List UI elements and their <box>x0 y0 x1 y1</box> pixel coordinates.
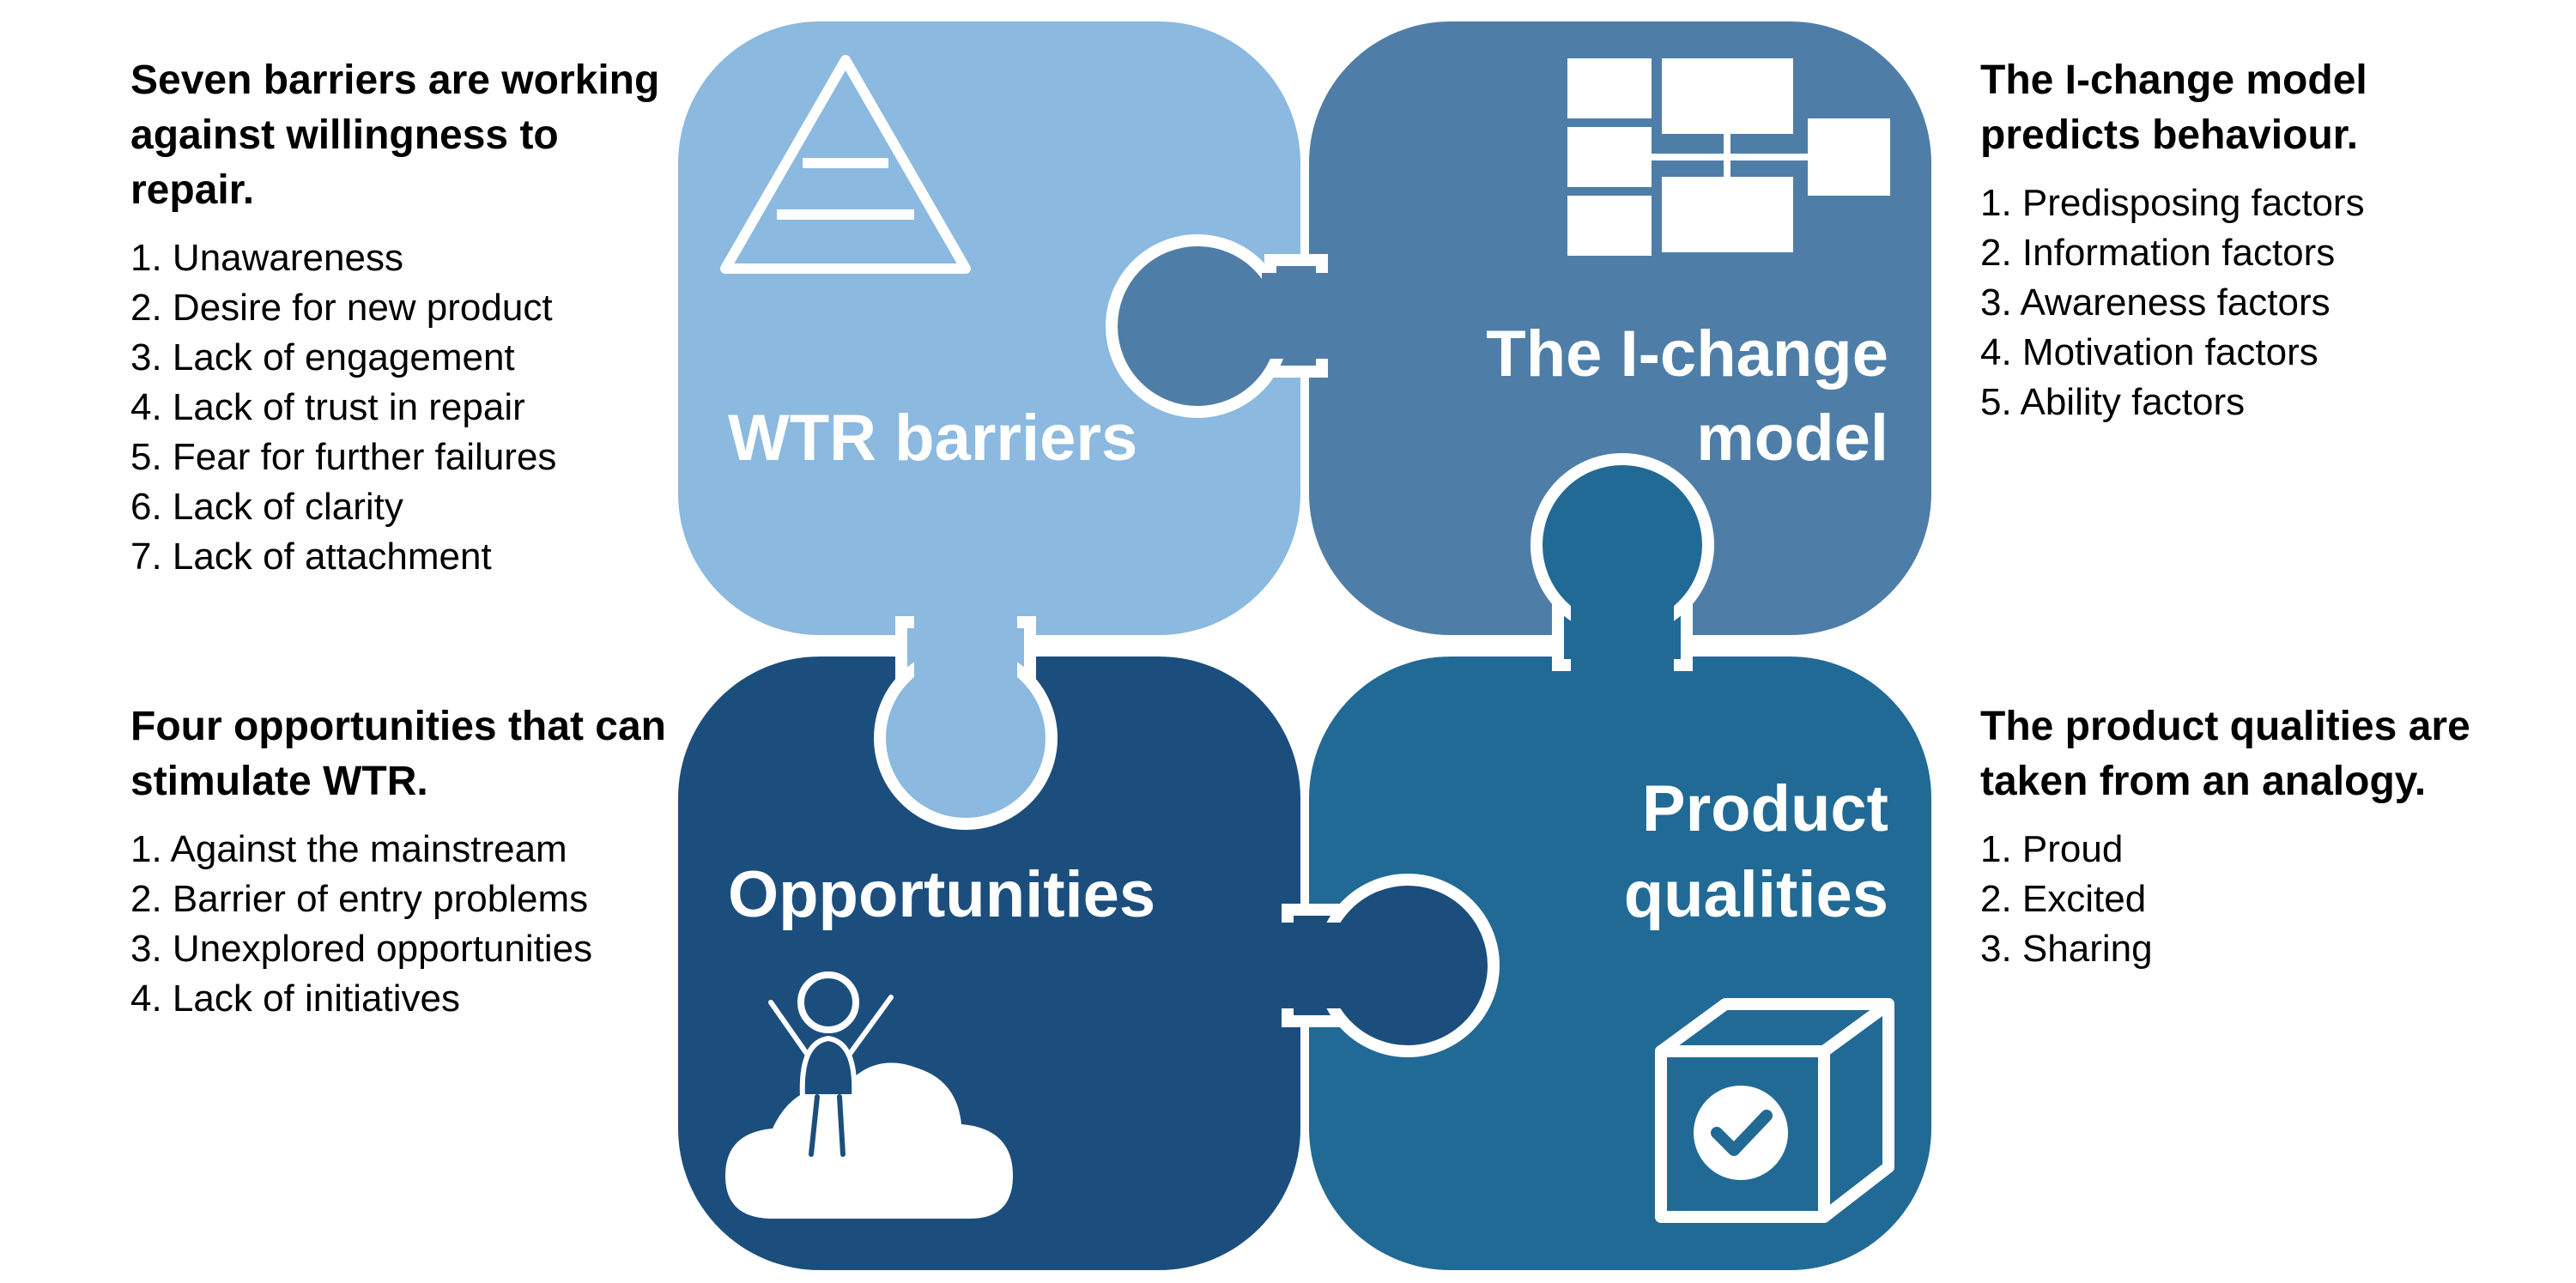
ichange-piece-label-line2: model <box>1696 402 1888 475</box>
flow-box <box>1567 127 1652 187</box>
list-item: 3. Sharing <box>1980 928 2153 970</box>
barriers-list: 1. Unawareness 2. Desire for new product… <box>130 233 680 582</box>
qualities-piece-label-line1: Product <box>1642 772 1888 845</box>
knob-neck-cover <box>1262 273 1330 359</box>
ichange-list: 1. Predisposing factors 2. Information f… <box>1980 179 2530 427</box>
knob-head <box>1106 234 1289 418</box>
knob-neck-cover <box>914 614 1017 695</box>
person-body <box>799 1035 858 1099</box>
checked-box-icon <box>1655 998 1894 1223</box>
pyramid-icon <box>720 55 971 274</box>
list-item: 2. Desire for new product <box>130 287 553 329</box>
opportunities-text-block: Four opportunities that can stimulate WT… <box>130 699 680 1024</box>
qualities-heading: The product qualities are taken from an … <box>1980 704 2470 804</box>
qualities-list: 1. Proud 2. Excited 3. Sharing <box>1980 825 2530 974</box>
check-icon <box>1711 1110 1773 1156</box>
list-item: 1. Proud <box>1980 828 2124 870</box>
pyramid-outline <box>720 55 971 274</box>
knob-ichange-into-barriers <box>1106 234 1330 418</box>
knob-neck-cover <box>1571 592 1674 674</box>
cloud-shape <box>725 1062 1013 1219</box>
list-item: 3. Lack of engagement <box>130 336 515 378</box>
knob-qualities-into-ichange <box>1530 453 1714 674</box>
qualities-piece-label-line2: qualities <box>1624 858 1888 931</box>
flow-box <box>1567 196 1652 256</box>
list-item: 2. Information factors <box>1980 232 2336 274</box>
knob-opportunities-into-qualities <box>1279 874 1500 1057</box>
flow-box <box>1808 118 1890 196</box>
ichange-heading: The I-change model predicts behaviour. <box>1980 57 2367 158</box>
person-leg <box>837 1094 846 1157</box>
list-item: 1. Against the mainstream <box>130 828 567 870</box>
list-item: 5. Ability factors <box>1980 381 2246 423</box>
list-item: 3. Unexplored opportunities <box>130 928 593 970</box>
flow-box <box>1662 177 1793 252</box>
person-leg <box>809 1094 820 1157</box>
flowchart-icon <box>1567 58 1890 256</box>
barriers-text-block: Seven barriers are working against willi… <box>130 53 680 582</box>
list-item: 4. Motivation factors <box>1980 331 2318 373</box>
list-item: 1. Predisposing factors <box>1980 182 2365 224</box>
person-arm <box>847 995 894 1056</box>
opportunities-piece-label: Opportunities <box>728 858 1155 931</box>
person-on-cloud-icon <box>725 971 1013 1219</box>
list-item: 4. Lack of trust in repair <box>130 386 525 428</box>
opportunities-heading: Four opportunities that can stimulate WT… <box>130 704 666 804</box>
list-item: 2. Barrier of entry problems <box>130 878 589 920</box>
person-arm <box>768 1000 809 1056</box>
person-head <box>797 971 859 1033</box>
list-item: 7. Lack of attachment <box>130 536 492 578</box>
list-item: 6. Lack of clarity <box>130 486 403 528</box>
knob-neck-cover <box>1279 923 1356 1008</box>
barriers-heading: Seven barriers are working against willi… <box>130 57 660 213</box>
list-item: 2. Excited <box>1980 878 2147 920</box>
qualities-text-block: The product qualities are taken from an … <box>1980 699 2530 974</box>
check-badge <box>1694 1086 1788 1180</box>
flow-box <box>1662 58 1793 134</box>
box-front <box>1655 1045 1830 1223</box>
opportunities-list: 1. Against the mainstream 2. Barrier of … <box>130 825 680 1024</box>
ichange-text-block: The I-change model predicts behaviour. 1… <box>1980 53 2530 427</box>
knob-barriers-into-opportunities <box>874 614 1058 830</box>
list-item: 1. Unawareness <box>130 237 403 279</box>
list-item: 5. Fear for further failures <box>130 436 557 478</box>
ichange-piece-label-line1: The I-change <box>1486 318 1888 390</box>
list-item: 3. Awareness factors <box>1980 281 2331 324</box>
list-item: 4. Lack of initiatives <box>130 977 460 1020</box>
barriers-piece-label: WTR barriers <box>728 402 1137 475</box>
flow-box <box>1567 58 1652 118</box>
